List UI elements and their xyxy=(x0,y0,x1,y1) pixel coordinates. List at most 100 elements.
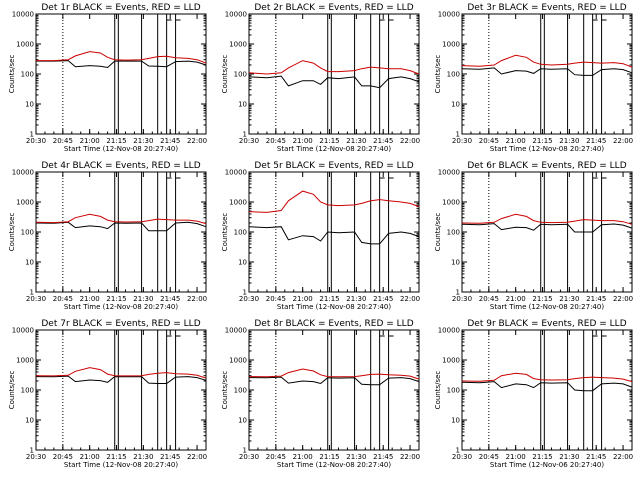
x-tick-label: 21:45 xyxy=(373,453,393,461)
x-tick-label: 20:45 xyxy=(479,453,499,461)
x-tick-label: 21:30 xyxy=(133,453,153,461)
x-tick-label: 21:15 xyxy=(106,137,126,145)
y-tick-label: 100 xyxy=(234,387,247,395)
x-tick-label: 21:15 xyxy=(106,295,126,303)
x-tick-label: 20:45 xyxy=(479,137,499,145)
detector-panel-5: Det 5r BLACK = Events, RED = LLD 1 10 100 10… xyxy=(221,161,420,311)
x-tick-label: 21:45 xyxy=(160,137,180,145)
x-tick-label: 21:00 xyxy=(293,453,313,461)
x-tick-label: 20:30 xyxy=(452,295,472,303)
x-tick-label: 21:15 xyxy=(532,453,552,461)
x-tick-label: 20:45 xyxy=(53,137,73,145)
series-line-lld xyxy=(248,368,420,380)
x-tick-label: 20:45 xyxy=(479,295,499,303)
x-axis-label: Start Time (12-Nov-08 20:27:40) xyxy=(277,303,391,311)
series-line-events xyxy=(461,223,633,233)
plot-frame xyxy=(248,329,420,451)
y-tick-label: 10 xyxy=(238,259,247,267)
x-tick-label: 20:30 xyxy=(452,137,472,145)
y-tick-label: 1 xyxy=(30,131,34,139)
y-tick-label: 1000 xyxy=(442,41,460,49)
plot-frame xyxy=(35,329,207,451)
x-tick-label: 21:30 xyxy=(559,137,579,145)
detector-panel-1: Det 1r BLACK = Events, RED = LLD 1 10 100 10… xyxy=(8,3,207,153)
panel-title: Det 4r BLACK = Events, RED = LLD xyxy=(41,161,200,171)
x-tick-label: 21:30 xyxy=(346,295,366,303)
series-line-lld xyxy=(35,213,207,225)
y-tick-label: 10 xyxy=(25,259,34,267)
panel-title: Det 6r BLACK = Events, RED = LLD xyxy=(467,161,626,171)
y-tick-label: 1 xyxy=(456,289,460,297)
x-tick-label: 22:00 xyxy=(187,453,207,461)
y-tick-label: 10000 xyxy=(438,11,460,19)
x-tick-label: 20:30 xyxy=(239,295,259,303)
series-line-lld xyxy=(36,51,207,64)
detector-panel-3: Det 3r BLACK = Events, RED = LLD 1 10 100 10… xyxy=(434,3,633,153)
x-axis-label: Start Time (12-Nov-08 20:27:40) xyxy=(277,461,391,469)
series-line-events xyxy=(35,375,207,384)
x-axis-label: Start Time (12-Nov-06 20:27:40) xyxy=(490,461,604,469)
x-tick-label: 21:00 xyxy=(80,453,100,461)
x-tick-label: 22:00 xyxy=(613,295,633,303)
x-tick-label: 21:45 xyxy=(373,295,393,303)
plot-frame xyxy=(461,171,633,293)
y-axis-label: Counts/sec xyxy=(434,55,442,94)
x-tick-label: 21:00 xyxy=(293,295,313,303)
y-tick-label: 1000 xyxy=(16,41,34,49)
series-line-events xyxy=(35,221,207,232)
x-tick-label: 20:30 xyxy=(26,453,46,461)
series-line-lld xyxy=(461,372,633,383)
x-tick-label: 22:00 xyxy=(187,137,207,145)
y-tick-label: 10 xyxy=(451,101,460,109)
x-tick-label: 22:00 xyxy=(613,137,633,145)
panel-title: Det 1r BLACK = Events, RED = LLD xyxy=(41,3,200,13)
y-tick-label: 1000 xyxy=(442,357,460,365)
x-tick-label: 21:30 xyxy=(133,137,153,145)
y-tick-label: 10000 xyxy=(438,327,460,335)
y-axis-label: Counts/sec xyxy=(434,213,442,252)
x-tick-label: 20:45 xyxy=(53,453,73,461)
x-tick-label: 21:15 xyxy=(319,137,339,145)
y-tick-label: 10000 xyxy=(12,11,34,19)
x-tick-label: 21:30 xyxy=(346,453,366,461)
x-axis-label: Start Time (12-Nov-08 20:27:40) xyxy=(64,461,178,469)
panel-title: Det 5r BLACK = Events, RED = LLD xyxy=(254,161,413,171)
y-tick-label: 100 xyxy=(234,71,247,79)
detector-panel-7: Det 7r BLACK = Events, RED = LLD 1 10 100 10… xyxy=(8,319,207,469)
x-tick-label: 22:00 xyxy=(400,295,420,303)
x-axis-label: Start Time (12-Nov-08 20:27:40) xyxy=(490,145,604,153)
x-tick-label: 20:30 xyxy=(452,453,472,461)
y-tick-label: 1000 xyxy=(16,357,34,365)
series-line-events xyxy=(248,75,420,89)
x-tick-label: 21:15 xyxy=(532,137,552,145)
y-axis-label: Counts/sec xyxy=(221,55,229,94)
detector-panel-2: Det 2r BLACK = Events, RED = LLD 1 10 100 10… xyxy=(221,3,420,153)
x-tick-label: 21:45 xyxy=(373,137,393,145)
x-tick-label: 21:15 xyxy=(319,295,339,303)
panel-title: Det 2r BLACK = Events, RED = LLD xyxy=(254,3,413,13)
y-tick-label: 1 xyxy=(456,447,460,455)
y-tick-label: 1000 xyxy=(442,199,460,207)
y-tick-label: 1000 xyxy=(16,199,34,207)
x-tick-label: 20:30 xyxy=(26,295,46,303)
x-tick-label: 21:30 xyxy=(133,295,153,303)
y-tick-label: 1 xyxy=(30,289,34,297)
series-line-lld xyxy=(248,60,420,75)
y-tick-label: 10 xyxy=(25,417,34,425)
x-tick-label: 22:00 xyxy=(613,453,633,461)
y-axis-label: Counts/sec xyxy=(221,371,229,410)
x-axis-label: Start Time (12-Nov-08 20:27:40) xyxy=(277,145,391,153)
x-tick-label: 21:30 xyxy=(559,453,579,461)
x-tick-label: 20:30 xyxy=(239,453,259,461)
plot-frame xyxy=(248,13,420,135)
panel-title: Det 8r BLACK = Events, RED = LLD xyxy=(254,319,413,329)
y-axis-label: Counts/sec xyxy=(8,213,16,252)
x-tick-label: 21:30 xyxy=(559,295,579,303)
y-tick-label: 100 xyxy=(21,71,34,79)
series-line-events xyxy=(461,67,633,76)
y-tick-label: 10000 xyxy=(225,327,247,335)
y-tick-label: 100 xyxy=(234,229,247,237)
detector-panel-6: Det 6r BLACK = Events, RED = LLD 1 10 100 10… xyxy=(434,161,633,311)
x-axis-label: Start Time (12-Nov-08 20:27:40) xyxy=(64,145,178,153)
